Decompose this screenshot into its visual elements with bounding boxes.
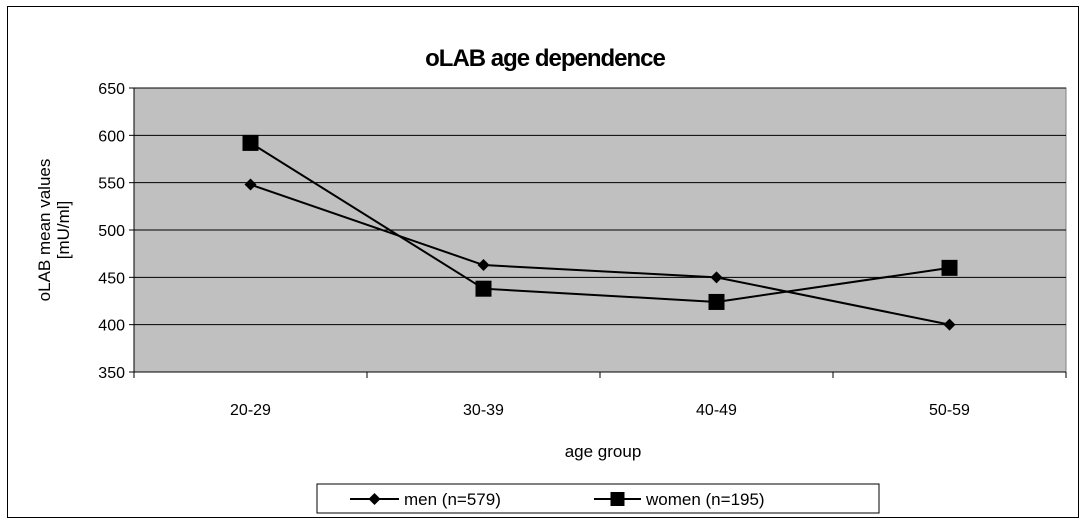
plot-area: 350 400 450 500 550 600 650 20-29 30-39 40-49 50-5… [98, 81, 1067, 419]
chart-title: oLAB age dependence [425, 45, 665, 72]
y-tick-label: 550 [98, 176, 125, 193]
x-axis-title: age group [565, 442, 642, 461]
data-point-women [242, 134, 259, 151]
x-tick-label: 40-49 [696, 402, 737, 419]
legend: men (n=579) women (n=195) [316, 483, 880, 514]
y-tick-label: 500 [98, 223, 125, 240]
legend-marker-diamond [368, 493, 381, 505]
series-line-men [250, 183, 950, 326]
data-point-men [244, 178, 257, 191]
data-point-men [943, 318, 956, 331]
legend-label-women: women (n=195) [645, 490, 765, 509]
y-tick-label: 600 [98, 128, 125, 145]
x-tick-label: 20-29 [230, 402, 271, 419]
x-tick-label: 30-39 [463, 402, 504, 419]
legend-label-men: men (n=579) [404, 490, 501, 509]
data-point-men [477, 259, 490, 272]
y-tick-label: 400 [98, 318, 125, 335]
legend-marker-square [610, 492, 625, 506]
y-axis-title-line2: [mU/ml] [54, 201, 73, 260]
x-tick-label: 50-59 [929, 402, 970, 419]
data-point-women [475, 280, 492, 297]
data-point-men [710, 271, 723, 284]
data-point-women [941, 259, 958, 276]
data-point-women [708, 293, 725, 310]
series-line-women [249, 142, 950, 303]
y-tick-label: 350 [98, 365, 125, 382]
y-tick-label: 450 [98, 270, 125, 287]
y-tick-label: 650 [98, 81, 125, 98]
y-axis-title-line1: oLAB mean values [35, 159, 54, 302]
